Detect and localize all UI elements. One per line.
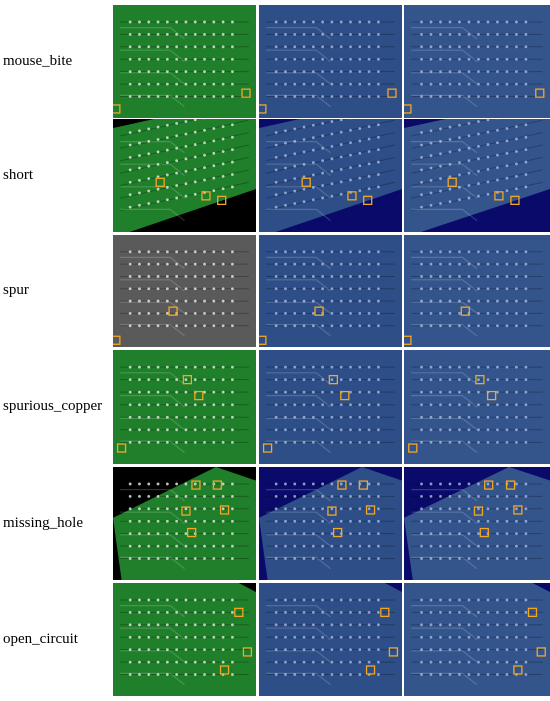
defect-box xyxy=(242,647,253,657)
defect-box xyxy=(113,104,121,114)
defect-box xyxy=(219,665,230,675)
pcb-image-original xyxy=(113,467,256,580)
figure-row: mouse_bite xyxy=(0,5,550,118)
figure-row: open_circuit xyxy=(0,583,550,696)
defect-box xyxy=(513,505,523,515)
pcb-image-detected xyxy=(404,5,550,118)
pcb-image-enhanced xyxy=(259,5,402,118)
pcb-image-original xyxy=(113,235,256,347)
defect-box xyxy=(527,607,538,618)
defect-box xyxy=(259,104,267,114)
defect-box xyxy=(460,306,470,316)
defect-box xyxy=(473,506,484,516)
defect-box xyxy=(168,306,178,316)
pcb-image-original xyxy=(113,350,256,464)
figure-row: missing_hole xyxy=(0,467,550,580)
row-label: short xyxy=(3,166,33,183)
defect-box xyxy=(340,390,350,401)
pcb-image-original xyxy=(113,583,256,696)
defect-box xyxy=(408,443,418,453)
defect-box xyxy=(484,480,494,490)
defect-box xyxy=(241,88,251,98)
defect-box xyxy=(505,480,516,490)
defect-box xyxy=(358,480,369,490)
row-label: spur xyxy=(3,282,29,298)
pcb-image-detected xyxy=(404,583,550,696)
defect-box xyxy=(301,177,311,187)
defect-box xyxy=(536,647,546,657)
pcb-image-detected xyxy=(404,350,550,464)
defect-box xyxy=(404,335,412,345)
defect-box xyxy=(510,195,520,206)
defect-box xyxy=(327,506,337,516)
defect-box xyxy=(234,607,244,618)
defect-box xyxy=(479,527,489,538)
figure-row: spur xyxy=(0,235,550,347)
defect-box xyxy=(365,665,376,675)
pcb-image-detected xyxy=(404,119,550,232)
pcb-image-enhanced xyxy=(259,583,402,696)
defect-box xyxy=(182,374,193,385)
defect-box xyxy=(447,177,457,187)
defect-box xyxy=(217,195,227,206)
figure-row: spurious_copper xyxy=(0,350,550,464)
figure-row: short xyxy=(0,119,550,232)
defect-box xyxy=(187,527,197,538)
defect-box xyxy=(191,480,201,490)
defect-box xyxy=(486,390,497,401)
defect-box xyxy=(475,374,485,385)
row-label: missing_hole xyxy=(3,514,84,531)
row-label: mouse_bite xyxy=(3,52,73,69)
pcb-image-detected xyxy=(404,235,550,347)
defect-box xyxy=(262,443,273,453)
row-label: spurious_copper xyxy=(3,398,103,414)
row-label: open_circuit xyxy=(3,630,78,647)
defect-box xyxy=(380,607,390,618)
defect-box xyxy=(259,335,267,345)
pcb-image-enhanced xyxy=(259,235,402,347)
defect-box xyxy=(337,480,347,490)
pcb-image-original xyxy=(113,5,256,118)
defect-box xyxy=(387,88,397,98)
pcb-image-detected xyxy=(404,467,550,580)
defect-box xyxy=(365,505,376,515)
defect-box xyxy=(333,527,343,538)
defect-box xyxy=(328,374,339,385)
defect-box xyxy=(404,104,412,114)
defect-box xyxy=(113,335,121,345)
defect-box xyxy=(535,88,545,98)
defect-box xyxy=(181,506,191,516)
pcb-image-enhanced xyxy=(259,467,402,580)
pcb-image-enhanced xyxy=(259,350,402,464)
defect-box xyxy=(494,191,504,201)
pcb-image-enhanced xyxy=(259,119,402,232)
defect-box xyxy=(513,665,523,675)
defect-box xyxy=(347,191,357,201)
defect-box xyxy=(116,443,127,453)
defect-box xyxy=(314,306,324,316)
defect-box xyxy=(194,390,204,401)
defect-box xyxy=(201,191,211,201)
defect-box xyxy=(363,195,373,206)
defect-box xyxy=(155,177,165,187)
defect-box xyxy=(219,505,230,515)
defect-box xyxy=(212,480,223,490)
defect-box xyxy=(388,647,399,657)
pcb-image-original xyxy=(113,119,256,232)
